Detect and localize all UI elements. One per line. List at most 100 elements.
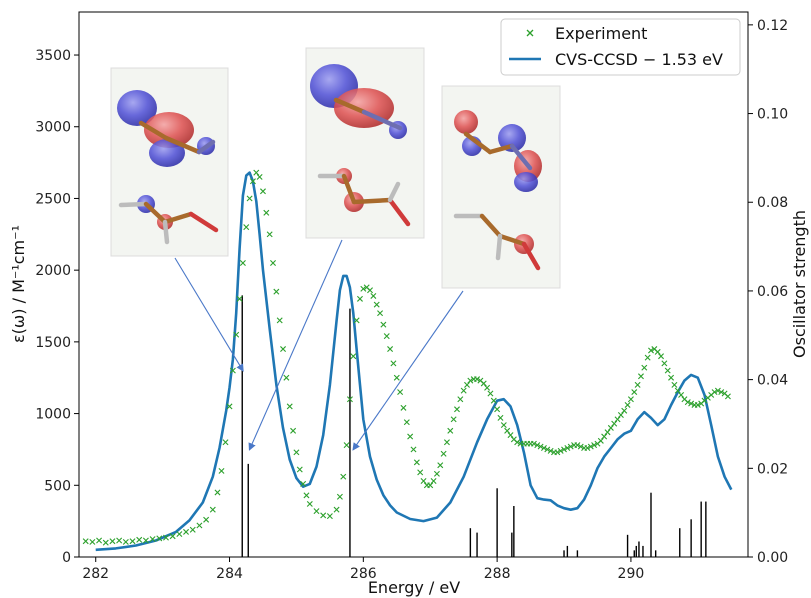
molecule-bond	[333, 97, 367, 115]
experiment-point	[460, 387, 467, 394]
experiment-point	[214, 489, 221, 496]
molecule-bond	[163, 135, 202, 155]
experiment-point	[430, 477, 437, 484]
y2-tick-label: 0.08	[757, 195, 788, 211]
x-axis-label: Energy / eV	[368, 578, 460, 597]
experiment-point	[102, 539, 109, 546]
experiment-point	[149, 536, 156, 543]
experiment-point	[504, 427, 511, 434]
experiment-point	[276, 317, 283, 324]
orbital-lobe-blue	[117, 90, 157, 126]
experiment-point	[621, 407, 628, 414]
experiment-point	[664, 367, 671, 374]
experiment-point	[500, 422, 507, 429]
experiment-point	[561, 446, 568, 453]
experiment-point	[293, 449, 300, 456]
experiment-point	[437, 462, 444, 469]
experiment-point	[246, 195, 253, 202]
experiment-point	[631, 389, 638, 396]
experiment-point	[443, 439, 450, 446]
legend-label-cvs-ccsd: CVS-CCSD − 1.53 eV	[555, 50, 723, 69]
experiment-point	[390, 360, 397, 367]
experiment-point	[574, 442, 581, 449]
experiment-point	[564, 445, 571, 451]
experiment-point	[644, 354, 651, 361]
y-tick-label: 1500	[35, 335, 71, 351]
experiment-point	[678, 391, 685, 398]
experiment-point	[209, 506, 216, 513]
legend-frame	[500, 18, 741, 76]
experiment-point	[627, 396, 634, 403]
molecule-bond	[162, 211, 194, 225]
experiment-point	[597, 437, 604, 444]
orbital-insets	[110, 47, 561, 451]
experiment-point	[420, 477, 427, 484]
experiment-point	[350, 353, 357, 360]
orbital-1-inset	[110, 67, 229, 257]
experiment-point	[356, 295, 363, 302]
experiment-point	[286, 403, 293, 410]
cvs-ccsd-line	[95, 171, 733, 552]
molecule-bond	[487, 143, 515, 155]
orbital-lobe-blue	[498, 124, 526, 152]
experiment-point	[270, 259, 276, 266]
orbital-1-arrow	[174, 257, 244, 372]
y2-tick-label: 0.00	[757, 550, 788, 566]
experiment-point	[183, 528, 190, 535]
orbital-lobe-blue	[514, 172, 538, 192]
experiment-point	[433, 470, 440, 477]
y2-tick-label: 0.12	[757, 18, 788, 34]
experiment-point	[233, 331, 240, 338]
experiment-point	[427, 482, 434, 489]
experiment-point	[688, 400, 695, 407]
experiment-point	[353, 317, 360, 324]
experiment-point	[290, 427, 297, 434]
experiment-point	[303, 492, 310, 499]
x-tick-label: 288	[484, 566, 511, 582]
experiment-point	[624, 401, 631, 408]
molecule-bond	[387, 181, 401, 203]
experiment-point	[400, 404, 407, 411]
experiment-point	[544, 446, 551, 453]
molecule-bond	[497, 233, 527, 247]
molecule-bond	[463, 131, 493, 155]
experiment-point	[176, 531, 183, 538]
experiment-point	[243, 224, 250, 231]
experiment-point	[377, 310, 384, 317]
y-tick-label: 1000	[35, 407, 71, 423]
y2-tick-label: 0.10	[757, 107, 788, 123]
molecule-bond	[196, 139, 216, 155]
y2-tick-label: 0.06	[757, 284, 788, 300]
experiment-point	[283, 374, 290, 381]
experiment-point	[367, 287, 374, 294]
experiment-point	[306, 500, 313, 507]
experiment-point	[674, 387, 681, 394]
experiment-point	[464, 381, 471, 388]
experiment-point	[320, 512, 327, 519]
experiment-point	[410, 446, 417, 453]
y-tick-label: 2000	[35, 263, 71, 279]
y-tick-label: 2500	[35, 191, 71, 207]
experiment-point	[249, 178, 256, 185]
experiment-point	[122, 538, 129, 545]
y-tick-label: 3000	[35, 120, 71, 136]
y-tick-label: 3500	[35, 48, 71, 64]
experiment-point	[547, 447, 554, 454]
molecule-bond	[341, 173, 357, 205]
experiment-point	[497, 414, 504, 421]
experiment-point	[648, 347, 654, 354]
experiment-point	[711, 389, 718, 396]
experiment-point	[587, 443, 594, 450]
experiment-point	[239, 259, 246, 266]
experiment-point	[340, 473, 347, 480]
experiment-point	[203, 516, 210, 523]
molecule-bond	[361, 109, 403, 131]
molecule-bond	[351, 197, 393, 205]
experiment-point	[447, 427, 454, 434]
experiment-point	[634, 381, 641, 388]
experiment-point	[413, 459, 420, 466]
experiment-point	[383, 333, 390, 340]
experiment-point	[296, 466, 303, 473]
experiment-point	[450, 416, 457, 423]
axes-frame	[78, 11, 749, 558]
